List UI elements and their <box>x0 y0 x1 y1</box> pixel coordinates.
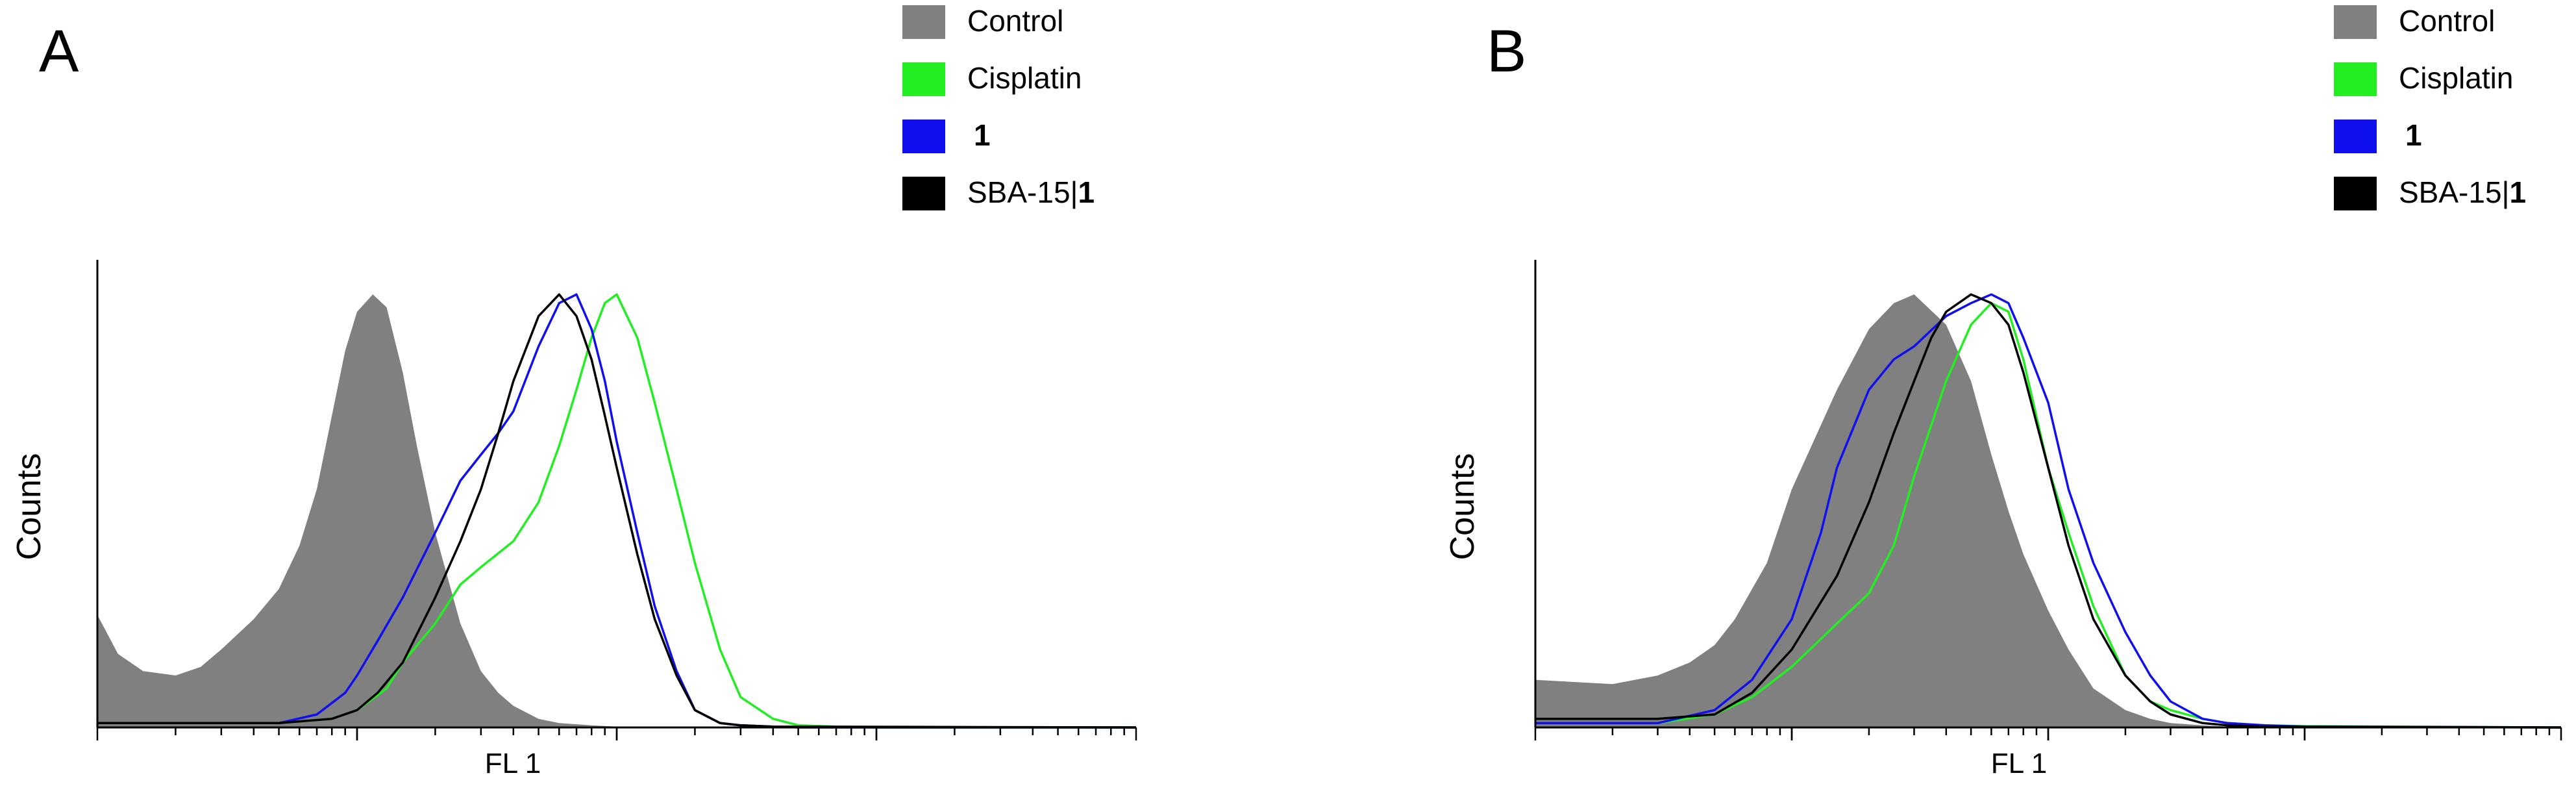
legend-text-b-0: Control <box>2399 4 2495 38</box>
series-control-area-a <box>97 294 1136 727</box>
legend-label-b-1: Cisplatin <box>2399 61 2513 95</box>
legend-compound-b-2: 1 <box>2405 118 2422 152</box>
series-1-line-b <box>1535 293 2562 729</box>
legend-compound-b-3: 1 <box>2509 175 2526 209</box>
legend-swatch-b-3 <box>2334 177 2377 210</box>
y-axis-label-b: Counts <box>1444 453 1481 561</box>
legend-text-b-1: Cisplatin <box>2399 61 2513 95</box>
legend-compound-a-3: 1 <box>1078 175 1095 209</box>
legend-text-a-1: Cisplatin <box>967 61 1082 95</box>
series-sba-15-1-line-b <box>1535 293 2562 729</box>
legend-label-a-2: 1 <box>974 118 991 152</box>
legend-label-b-0: Control <box>2399 4 2495 38</box>
legend-swatch-b-1 <box>2334 62 2377 96</box>
legend-label-a-0: Control <box>967 4 1063 38</box>
legend-compound-a-2: 1 <box>974 118 991 152</box>
x-axis-label-a: FL 1 <box>485 748 541 779</box>
legend-text-a-0: Control <box>967 4 1063 38</box>
legend-swatch-a-2 <box>902 120 945 153</box>
legend-swatch-a-3 <box>902 177 945 210</box>
legend-swatch-a-1 <box>902 62 945 96</box>
panel-label-a: A <box>39 18 79 84</box>
legend-text-a-3: SBA-15| <box>967 175 1078 209</box>
panel-label-b: B <box>1487 18 1526 84</box>
x-axis-label-b: FL 1 <box>1991 748 2047 779</box>
legend-label-a-3: SBA-15|1 <box>967 175 1095 209</box>
series-sba-15-1-line-a <box>97 293 1137 729</box>
legend-label-b-3: SBA-15|1 <box>2399 175 2526 209</box>
series-control-area-b <box>1535 294 2561 727</box>
y-axis-label-a: Counts <box>10 453 48 561</box>
legend-swatch-a-0 <box>902 5 945 39</box>
legend-label-a-1: Cisplatin <box>967 61 1082 95</box>
legend-text-b-3: SBA-15| <box>2399 175 2509 209</box>
series-cisplatin-line-a <box>97 293 1136 729</box>
legend-swatch-b-2 <box>2334 120 2377 153</box>
x-ticks-a <box>96 727 1137 740</box>
legend-label-b-2: 1 <box>2405 118 2422 152</box>
legend-swatch-b-0 <box>2334 5 2377 39</box>
x-ticks-b <box>1534 727 2562 740</box>
